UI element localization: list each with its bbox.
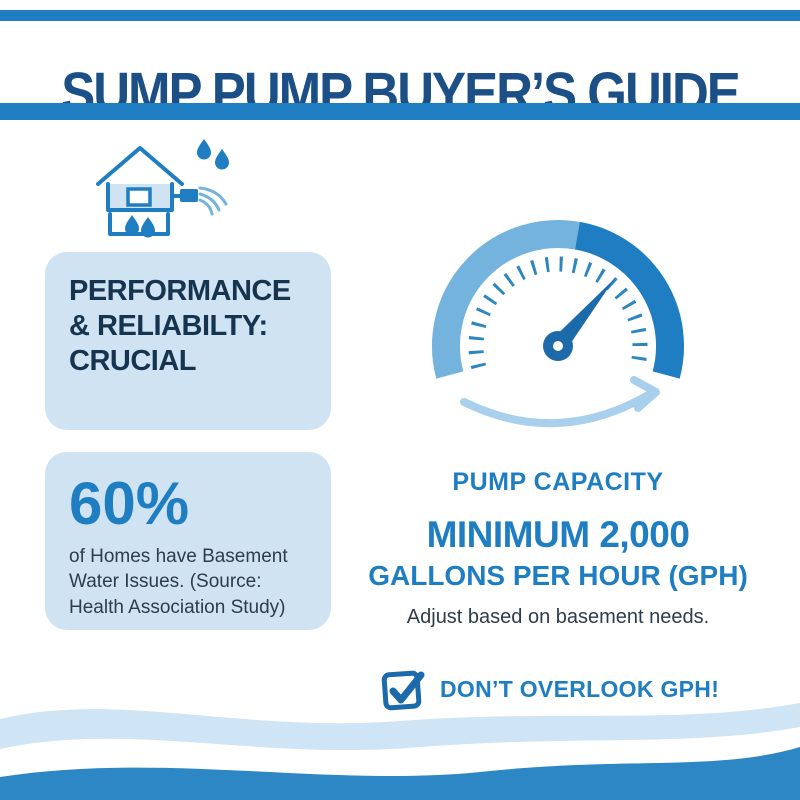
- performance-card: PERFORMANCE & RELIABILTY: CRUCIAL: [45, 252, 331, 430]
- gauge-label: PUMP CAPACITY: [452, 468, 664, 496]
- top-bar: [0, 10, 800, 21]
- performance-line-3: CRUCIAL: [69, 344, 197, 377]
- gauge-icon: [432, 220, 684, 428]
- gauge-arc-light: [432, 220, 580, 379]
- gauge-arc-dark: [574, 221, 684, 379]
- pump-spray: [198, 186, 228, 206]
- arrow-head-icon: [630, 376, 660, 412]
- divider-bar: [0, 103, 800, 120]
- wave-blue-footer: [0, 747, 800, 800]
- house-window: [126, 187, 152, 207]
- stat-value: 60%: [69, 470, 190, 537]
- pump-body: [180, 189, 198, 202]
- stat-card: 60% of Homes have Basement Water Issues.…: [45, 452, 331, 630]
- arrow-icon: [460, 390, 654, 428]
- capacity-headline-line1: MINIMUM 2,000: [426, 514, 690, 555]
- basement-drop-icon: [141, 217, 155, 238]
- water-drop-icon: [215, 149, 229, 170]
- capacity-headline-line2: GALLONS PER HOUR (GPH): [368, 560, 748, 591]
- stat-description: of Homes have Basement Water Issues. (So…: [69, 546, 288, 618]
- bottom-waves: [0, 703, 800, 800]
- basement-pit: [108, 212, 170, 236]
- pump-spray: [198, 198, 214, 216]
- capacity-note: Adjust based on basement needs.: [406, 606, 710, 628]
- performance-line-2: & RELIABILTY:: [69, 309, 268, 342]
- gauge-hub-center: [553, 341, 563, 351]
- checkbox-icon: [381, 670, 425, 711]
- checkmark-icon: [389, 671, 425, 704]
- callout-label: DON’T OVERLOOK GPH!: [440, 675, 720, 702]
- pump-spray: [198, 192, 221, 212]
- gauge-needle: [551, 278, 615, 352]
- callout: DON’T OVERLOOK GPH!: [380, 666, 719, 712]
- water-drop-icon: [197, 139, 211, 160]
- house-water-icon: [96, 139, 229, 238]
- house-roof: [96, 146, 184, 186]
- basement-drop-icon: [125, 215, 139, 236]
- performance-line-1: PERFORMANCE: [69, 275, 291, 307]
- checkbox-box: [381, 670, 422, 711]
